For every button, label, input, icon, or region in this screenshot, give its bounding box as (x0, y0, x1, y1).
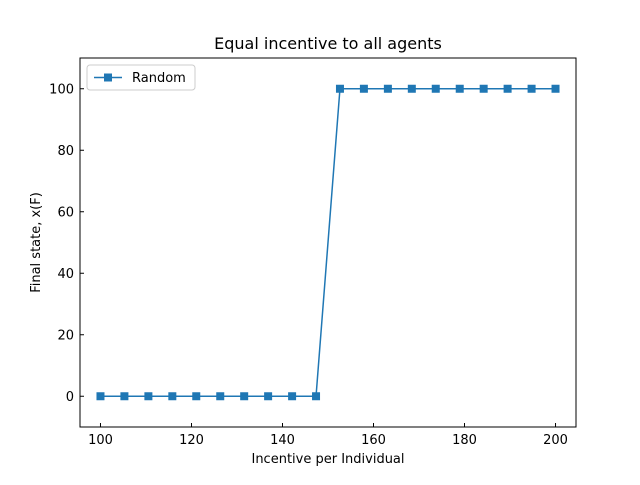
x-tick-label: 160 (361, 433, 386, 448)
y-tick-label: 100 (49, 82, 74, 97)
data-point (264, 392, 273, 401)
data-point (192, 392, 201, 401)
plot-frame (79, 57, 577, 428)
x-axis-label: Incentive per Individual (251, 452, 404, 467)
x-tick-label: 120 (179, 433, 204, 448)
y-tick-label: 80 (57, 144, 74, 159)
y-tick-label: 40 (57, 267, 74, 282)
y-axis-label: Final state, x(F) (29, 192, 44, 293)
data-point (431, 84, 440, 93)
legend-marker (104, 73, 112, 82)
data-point (503, 84, 512, 93)
data-point (216, 392, 225, 401)
x-axis-ticks: 100 120 140 160 180 200 (88, 423, 568, 448)
legend-label-random: Random (132, 71, 186, 86)
data-point (479, 84, 488, 93)
data-point (288, 392, 297, 401)
x-tick-label: 200 (543, 433, 568, 448)
chart-title: Equal incentive to all agents (214, 34, 442, 53)
y-tick-label: 20 (57, 328, 74, 343)
data-point (240, 392, 249, 401)
data-point (359, 84, 368, 93)
y-tick-label: 60 (57, 205, 74, 220)
data-point (455, 84, 464, 93)
data-point (168, 392, 177, 401)
legend: Random (86, 64, 196, 91)
data-point (312, 392, 321, 401)
data-point (383, 84, 392, 93)
x-tick-label: 180 (452, 433, 477, 448)
series-layer (96, 84, 560, 401)
data-point (144, 392, 153, 401)
data-point (335, 84, 344, 93)
y-axis-ticks: 0 20 40 60 80 100 (49, 82, 84, 405)
y-tick-label: 0 (66, 390, 74, 405)
data-point (551, 84, 560, 93)
data-point (407, 84, 416, 93)
data-point (96, 392, 105, 401)
x-tick-label: 100 (88, 433, 113, 448)
x-tick-label: 140 (270, 433, 295, 448)
data-point (120, 392, 129, 401)
data-point (527, 84, 536, 93)
legend-box (86, 64, 196, 91)
